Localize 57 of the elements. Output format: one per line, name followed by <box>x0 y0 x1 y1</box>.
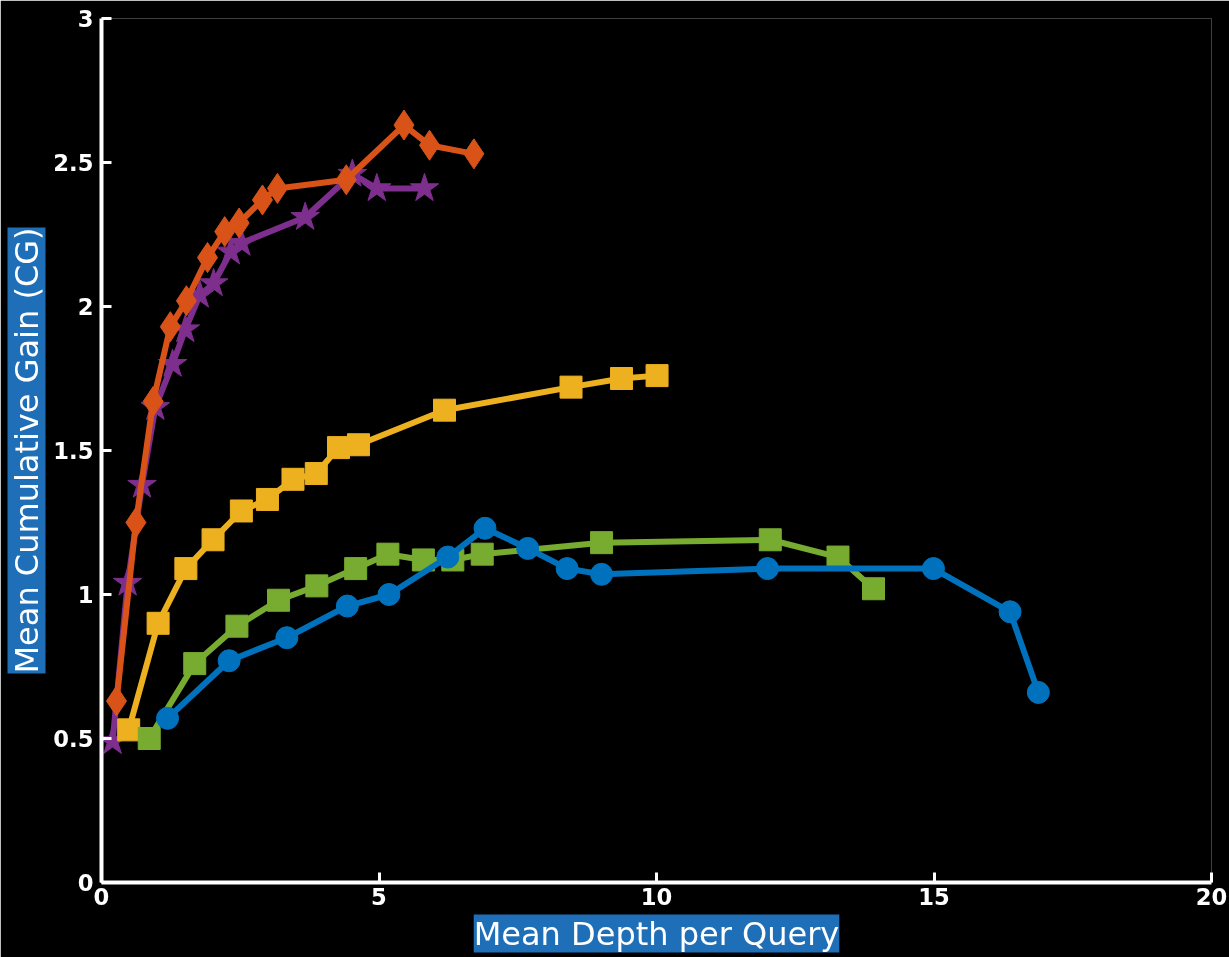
point <box>377 583 401 606</box>
point <box>590 562 614 586</box>
point <box>436 545 460 569</box>
point <box>305 574 329 598</box>
y-tick-label: 1 <box>77 582 94 608</box>
point <box>432 398 456 422</box>
point <box>559 375 583 399</box>
point <box>335 594 359 618</box>
y-tick-label: 2 <box>77 294 94 320</box>
point <box>281 467 305 491</box>
y-tick-label: 0.5 <box>53 726 94 752</box>
x-tick-label: 15 <box>918 883 950 910</box>
point <box>201 528 225 552</box>
point <box>229 499 253 523</box>
point <box>157 348 188 377</box>
y-tick-label: 1.5 <box>53 438 94 464</box>
point <box>645 364 669 388</box>
point <box>225 614 249 638</box>
point <box>921 557 945 581</box>
point <box>290 201 320 230</box>
y-axis-title: Mean Cumulative Gain (CG) <box>7 227 46 674</box>
point <box>217 649 241 673</box>
point <box>174 557 198 581</box>
point <box>998 600 1022 624</box>
point <box>117 718 141 742</box>
point <box>473 516 497 540</box>
point <box>409 172 440 202</box>
point <box>146 611 170 635</box>
point <box>125 507 147 538</box>
point <box>862 577 886 601</box>
point <box>555 557 579 581</box>
x-axis-title: Mean Depth per Query <box>473 914 840 953</box>
point <box>137 727 161 750</box>
point <box>590 531 614 555</box>
x-tick-label: 20 <box>1195 883 1228 910</box>
point <box>255 487 279 511</box>
point <box>826 545 850 569</box>
x-tick-label: 5 <box>371 883 387 910</box>
point <box>344 557 368 581</box>
y-tick-label: 3 <box>77 6 94 32</box>
x-tick-label: 10 <box>640 883 673 910</box>
point <box>756 557 779 581</box>
point <box>362 172 392 202</box>
point <box>304 462 328 486</box>
y-tick-label: 2.5 <box>53 150 94 176</box>
point <box>346 433 370 457</box>
point <box>610 367 634 390</box>
point <box>198 267 229 297</box>
point <box>275 626 299 650</box>
point <box>156 706 180 730</box>
point <box>1026 680 1050 704</box>
point <box>516 536 540 560</box>
point <box>758 528 782 552</box>
point <box>183 652 207 676</box>
point <box>470 542 494 566</box>
point <box>267 588 291 612</box>
point <box>376 542 400 566</box>
